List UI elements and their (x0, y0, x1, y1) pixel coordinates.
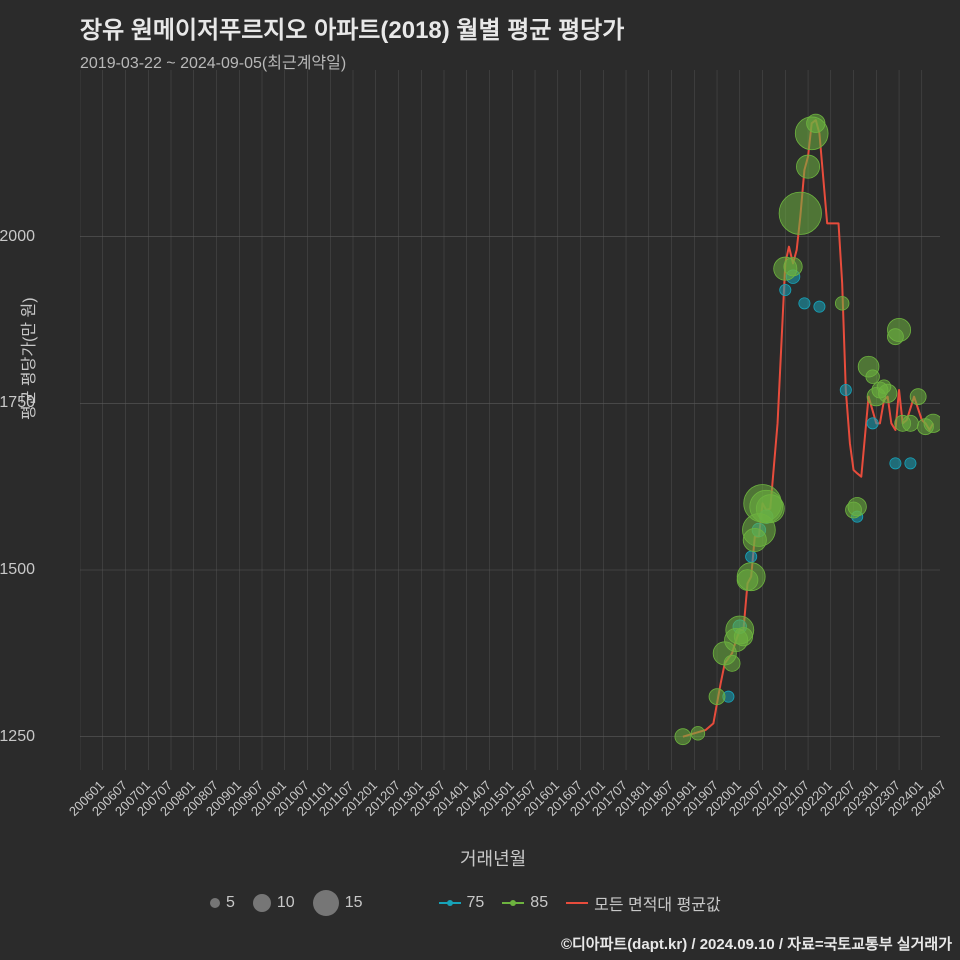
legend-85-icon (502, 902, 524, 904)
legend-85-label: 85 (530, 894, 548, 912)
legend: 5 10 15 75 85 모든 면적대 평균값 (210, 890, 910, 916)
legend-size-5-label: 5 (226, 894, 235, 912)
legend-size-5: 5 (210, 894, 235, 912)
y-tick: 1750 (0, 394, 35, 412)
legend-size-15: 15 (313, 890, 363, 916)
legend-series-85: 85 (502, 894, 548, 912)
plot-area (80, 70, 940, 770)
legend-line-label: 모든 면적대 평균값 (594, 891, 721, 915)
chart-container: { "chart": { "type": "scatter+line", "ti… (0, 0, 960, 960)
legend-size-10: 10 (253, 894, 295, 912)
legend-size-10-label: 10 (277, 894, 295, 912)
credit-text: ©디아파트(dapt.kr) / 2024.09.10 / 자료=국토교통부 실… (561, 933, 952, 954)
legend-size-15-label: 15 (345, 894, 363, 912)
title-block: 장유 원메이저푸르지오 아파트(2018) 월별 평균 평당가 2019-03-… (80, 10, 624, 73)
legend-line: 모든 면적대 평균값 (566, 891, 721, 915)
y-tick: 1250 (0, 728, 35, 746)
chart-title: 장유 원메이저푸르지오 아파트(2018) 월별 평균 평당가 (80, 10, 624, 45)
legend-75-label: 75 (467, 894, 485, 912)
plot-svg (80, 70, 940, 770)
legend-75-icon (439, 902, 461, 904)
x-axis-label: 거래년월 (460, 845, 526, 871)
legend-line-icon (566, 902, 588, 904)
y-tick: 1500 (0, 561, 35, 579)
legend-series-75: 75 (439, 894, 485, 912)
y-tick: 2000 (0, 228, 35, 246)
